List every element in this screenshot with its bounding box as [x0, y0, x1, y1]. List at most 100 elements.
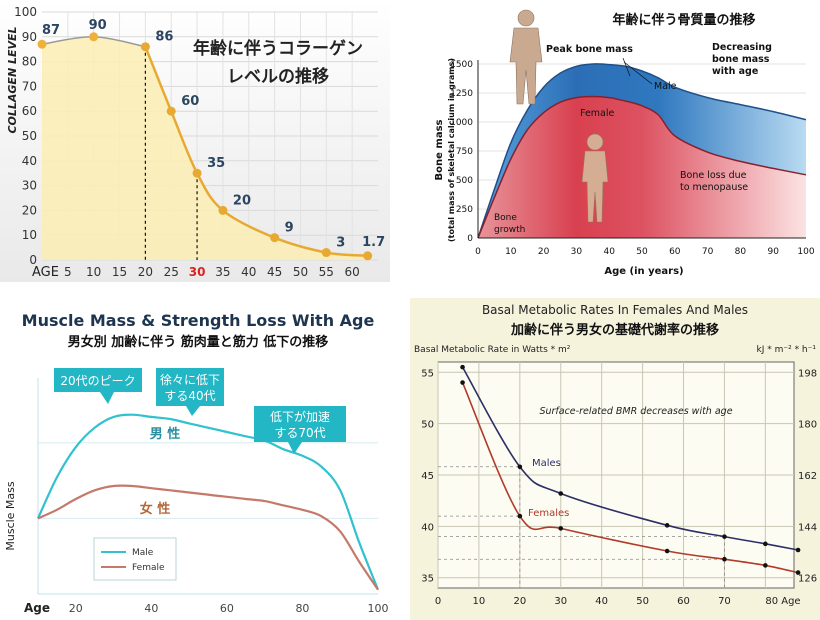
bone-y-tick: 0 — [467, 234, 473, 244]
collagen-data-label: 3 — [336, 236, 345, 251]
collagen-data-label: 87 — [42, 23, 60, 38]
bmr-y-tick: 40 — [421, 522, 434, 533]
bmr-y-axis-label: Basal Metabolic Rate in Watts * m² — [414, 345, 571, 355]
collagen-x-tick: 40 — [241, 265, 256, 279]
collagen-x-tick: 55 — [319, 265, 334, 279]
muscle-female-line — [37, 484, 379, 591]
collagen-y-tick: 0 — [29, 253, 37, 267]
bmr-annotation: Surface-related BMR decreases with age — [539, 406, 732, 417]
muscle-title: Muscle Mass & Strength Loss With Age — [22, 311, 375, 330]
collagen-y-tick: 50 — [22, 129, 37, 143]
bmr-data-point — [795, 547, 801, 553]
collagen-y-tick: 10 — [22, 228, 37, 242]
collagen-x-tick: 5 — [64, 265, 72, 279]
bone-y-axis-label-2: (total mass of skeletal calcium in grams… — [447, 58, 456, 242]
collagen-data-label: 90 — [89, 18, 107, 33]
callout-20s-text: 20代のピーク — [60, 374, 135, 388]
bone-x-tick: 80 — [735, 247, 747, 257]
bmr-y-tick: 35 — [421, 574, 434, 585]
callout-40s-decline: 徐々に低下 する40代 — [156, 368, 224, 416]
bmr-females-line — [461, 382, 799, 574]
bone-mass-chart-panel: 0 250 500 750 1000 1250 1500 0 10 20 30 40 50 60 70 80… — [418, 0, 820, 288]
collagen-y-tick: 70 — [22, 79, 37, 93]
bmr-y-tick-right: 198 — [798, 368, 817, 379]
collagen-x-axis-label: AGE — [32, 265, 59, 280]
muscle-male-line — [36, 413, 380, 591]
bmr-chart: Basal Metabolic Rates In Females And Mal… — [410, 298, 820, 620]
bone-x-axis-label: Age (in years) — [604, 266, 683, 277]
male-curve-label: 男 性 — [150, 426, 181, 442]
bone-x-tick: 60 — [669, 247, 681, 257]
bmr-y-tick: 55 — [421, 368, 434, 379]
collagen-x-tick: 10 — [86, 265, 101, 279]
bone-y-tick: 500 — [456, 176, 473, 186]
collagen-data-point — [192, 168, 202, 178]
bone-y-tick: 1000 — [450, 118, 473, 128]
bmr-data-point — [664, 548, 670, 554]
bone-x-tick: 0 — [475, 247, 481, 257]
bone-x-tick: 50 — [636, 247, 648, 257]
bmr-x-tick: 0 — [435, 596, 441, 607]
muscle-legend: Male Female — [93, 537, 177, 581]
bmr-y-axis-label-right: kJ * m⁻² * h⁻¹ — [757, 345, 817, 355]
legend-female-label: Female — [132, 563, 165, 573]
bmr-y-tick: 45 — [421, 471, 434, 482]
bone-growth-label-1: Bone — [494, 213, 517, 223]
collagen-data-point — [218, 205, 228, 215]
collagen-title: 年齢に伴うコラーゲン — [193, 38, 363, 59]
collagen-x-tick: 35 — [215, 265, 230, 279]
collagen-y-tick: 90 — [22, 30, 37, 44]
decreasing-label-1: Decreasing — [712, 42, 772, 53]
collagen-data-point — [363, 251, 373, 261]
collagen-data-point — [166, 106, 176, 116]
callout-70s-accelerate: 低下が加速 する70代 — [254, 406, 346, 454]
muscle-subtitle: 男女別 加齢に伴う 筋肉量と筋力 低下の推移 — [68, 334, 329, 350]
bmr-x-tick: 50 — [636, 596, 649, 607]
bmr-y-tick-right: 162 — [798, 471, 817, 482]
collagen-data-point — [37, 39, 47, 49]
bone-y-axis-label: Bone mass — [434, 119, 445, 180]
decreasing-label-3: with age — [712, 66, 758, 77]
bmr-data-point — [460, 364, 465, 370]
bmr-data-point — [763, 563, 768, 568]
bone-title: 年齢に伴う骨質量の推移 — [612, 12, 755, 28]
collagen-x-tick: 45 — [267, 265, 282, 279]
collagen-x-tick: 50 — [293, 265, 308, 279]
bmr-data-point — [460, 380, 465, 385]
female-series-label: Female — [580, 108, 615, 119]
bmr-chart-panel: Basal Metabolic Rates In Females And Mal… — [410, 298, 820, 620]
collagen-x-tick: 25 — [164, 265, 179, 279]
collagen-y-tick: 20 — [22, 203, 37, 217]
bmr-x-tick: 60 — [677, 596, 690, 607]
collagen-data-label: 1.7 — [362, 235, 385, 250]
collagen-data-label: 35 — [207, 156, 225, 171]
bmr-data-point — [795, 570, 801, 575]
bmr-data-point — [722, 556, 727, 562]
collagen-chart-panel: 0 10 20 30 40 50 60 70 80 90 100 5 10 15 20 25 30 35 40 45… — [0, 0, 390, 282]
callout-40s-text-1: 徐々に低下 — [160, 372, 220, 387]
collagen-y-tick: 60 — [22, 104, 37, 118]
callout-20s-peak: 20代のピーク — [54, 368, 142, 404]
muscle-mass-chart: Muscle Mass & Strength Loss With Age 男女別… — [4, 311, 389, 615]
bone-x-tick: 100 — [797, 247, 814, 257]
collagen-chart: 0 10 20 30 40 50 60 70 80 90 100 5 10 15 20 25 30 35 40 45… — [0, 0, 390, 282]
bmr-x-tick: 80 Age — [765, 596, 800, 607]
bmr-x-tick: 70 — [718, 596, 731, 607]
collagen-data-point — [140, 42, 150, 52]
collagen-x-tick: 30 — [189, 265, 206, 279]
bone-growth-label-2: growth — [494, 225, 525, 235]
muscle-x-axis-label: Age — [24, 601, 50, 615]
bone-y-tick: 250 — [456, 205, 473, 215]
peak-bone-mass-label: Peak bone mass — [546, 44, 633, 55]
callout-70s-text-1: 低下が加速 — [270, 409, 330, 424]
male-figure-icon — [509, 9, 543, 105]
collagen-data-point — [321, 248, 331, 258]
collagen-y-tick: 40 — [22, 154, 37, 168]
collagen-data-label: 86 — [155, 30, 173, 45]
muscle-mass-chart-panel: Muscle Mass & Strength Loss With Age 男女別… — [0, 298, 394, 620]
decreasing-label-2: bone mass — [712, 54, 770, 65]
collagen-x-tick: 20 — [138, 265, 153, 279]
collagen-y-axis-label: COLLAGEN LEVEL — [6, 26, 19, 133]
callout-70s-text-2: する70代 — [274, 426, 325, 440]
muscle-x-tick: 100 — [368, 602, 389, 615]
